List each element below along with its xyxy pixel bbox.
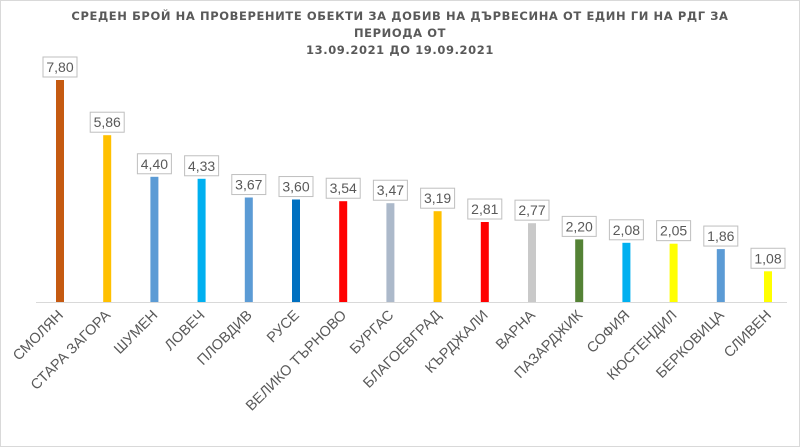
category-label-варна: ВАРНА xyxy=(493,307,539,353)
bar-берковица xyxy=(716,249,725,302)
value-label-text: 4,33 xyxy=(188,158,215,174)
value-label-text: 1,08 xyxy=(754,250,781,266)
value-label-text: 3,60 xyxy=(282,179,309,195)
bar-стара-загора xyxy=(103,135,112,302)
value-labels-layer: 7,80 5,86 4,40 4,33 3,67 3,60 3,54 3,47 3,19 2,81… xyxy=(42,56,786,269)
value-label-box xyxy=(750,247,786,269)
category-label-сливен: СЛИВЕН xyxy=(721,308,775,362)
value-label-box xyxy=(231,174,267,196)
value-label-text: 1,86 xyxy=(707,228,734,244)
value-label-box xyxy=(42,56,78,78)
value-label-box xyxy=(703,225,739,247)
value-label-text: 7,80 xyxy=(46,59,73,75)
category-label-русе: РУСЕ xyxy=(264,307,303,346)
bar-смолян xyxy=(56,80,64,302)
value-label-text: 2,20 xyxy=(566,218,593,234)
bar-кюстендил xyxy=(669,243,678,302)
value-label-box xyxy=(467,198,503,220)
value-label-софия: 2,08 xyxy=(608,219,644,241)
value-label-text: 3,67 xyxy=(235,177,262,193)
value-label-box xyxy=(420,187,456,209)
value-label-box xyxy=(608,219,644,241)
value-label-box xyxy=(656,220,692,242)
bar-кърджали xyxy=(480,222,489,302)
value-label-шумен: 4,40 xyxy=(136,153,172,175)
value-label-box xyxy=(89,111,125,133)
value-label-бургас: 3,47 xyxy=(372,179,408,201)
bar-русе xyxy=(292,199,300,302)
value-label-text: 4,40 xyxy=(141,156,168,172)
value-label-text: 3,54 xyxy=(330,180,357,196)
value-label-русе: 3,60 xyxy=(278,176,314,198)
bar-благоевград xyxy=(433,211,442,302)
value-label-берковица: 1,86 xyxy=(703,225,739,247)
value-label-box xyxy=(184,155,220,177)
value-label-text: 2,81 xyxy=(471,201,498,217)
bar-сливен xyxy=(764,271,772,302)
value-label-box xyxy=(278,176,314,198)
bar-софия xyxy=(622,242,631,302)
value-label-сливен: 1,08 xyxy=(750,247,786,269)
value-label-text: 2,77 xyxy=(518,202,545,218)
value-label-box xyxy=(372,179,408,201)
bar-бургас xyxy=(386,203,395,302)
chart-title-line-1: СРЕДЕН БРОЙ НА ПРОВЕРЕНИТЕ ОБЕКТИ ЗА ДОБ… xyxy=(71,9,729,40)
value-label-text: 2,05 xyxy=(660,223,687,239)
bars-layer xyxy=(56,80,772,302)
bar-ловеч xyxy=(197,178,206,302)
value-label-пазарджик: 2,20 xyxy=(561,215,597,237)
bar-шумен xyxy=(150,176,159,302)
value-label-кюстендил: 2,05 xyxy=(656,220,692,242)
chart-title-line-2: 13.09.2021 ДО 19.09.2021 xyxy=(306,43,494,57)
bar-варна xyxy=(528,223,536,302)
value-label-box xyxy=(136,153,172,175)
bar-пазарджик xyxy=(575,239,584,302)
bar-пловдив xyxy=(244,197,253,302)
chart-title: СРЕДЕН БРОЙ НА ПРОВЕРЕНИТЕ ОБЕКТИ ЗА ДОБ… xyxy=(40,8,760,59)
value-label-text: 5,86 xyxy=(94,114,121,130)
category-label-шумен: ШУМЕН xyxy=(111,308,161,358)
value-label-благоевград: 3,19 xyxy=(420,187,456,209)
value-label-text: 3,47 xyxy=(377,182,404,198)
value-label-box xyxy=(561,215,597,237)
value-label-смолян: 7,80 xyxy=(42,56,78,78)
value-label-text: 2,08 xyxy=(613,222,640,238)
bar-велико-търново xyxy=(339,201,348,302)
value-label-пловдив: 3,67 xyxy=(231,174,267,196)
value-label-box xyxy=(325,177,361,199)
value-label-text: 3,19 xyxy=(424,190,451,206)
value-label-кърджали: 2,81 xyxy=(467,198,503,220)
value-label-стара-загора: 5,86 xyxy=(89,111,125,133)
value-label-варна: 2,77 xyxy=(514,199,550,221)
category-label-софия: СОФИЯ xyxy=(584,308,633,357)
value-label-ловеч: 4,33 xyxy=(184,155,220,177)
category-label-стара-загора: СТАРА ЗАГОРА xyxy=(28,307,114,393)
value-label-box xyxy=(514,199,550,221)
value-label-велико-търново: 3,54 xyxy=(325,177,361,199)
category-label-ловеч: ЛОВЕЧ xyxy=(162,308,209,355)
